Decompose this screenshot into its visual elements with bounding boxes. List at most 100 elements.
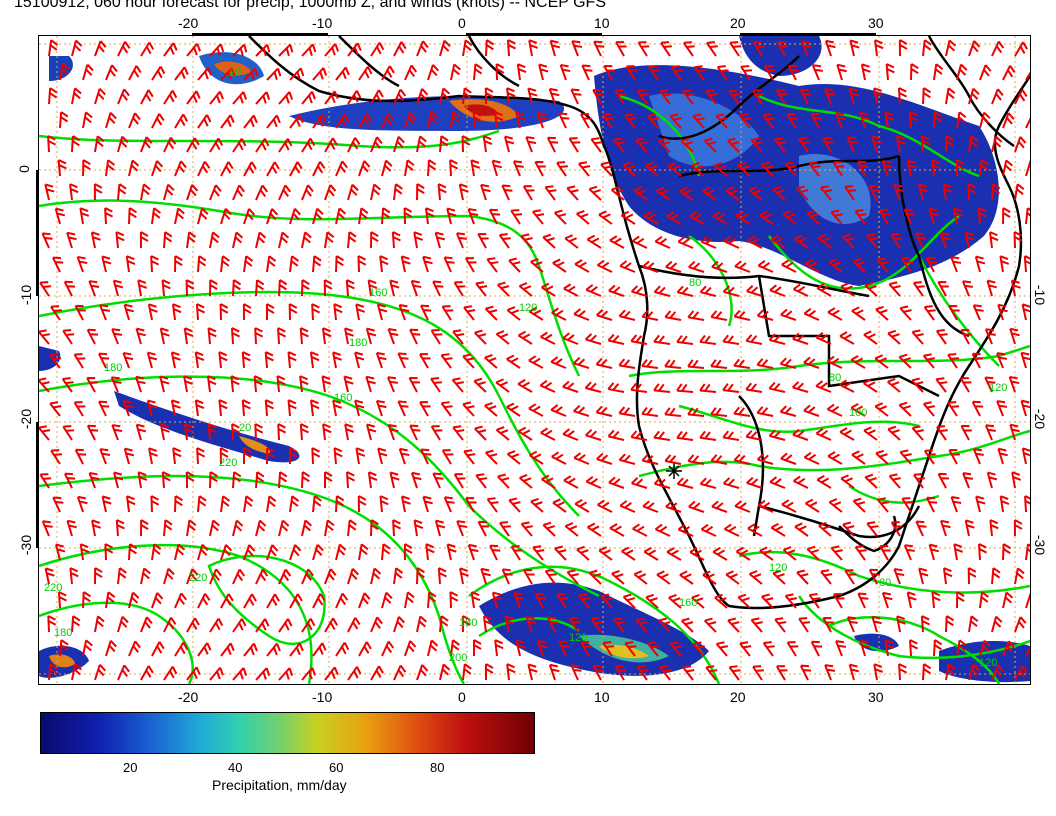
wind-barb (613, 617, 626, 633)
wind-barb (820, 185, 833, 201)
wind-barb (682, 665, 695, 681)
wind-barb (887, 329, 901, 345)
wind-barb (603, 64, 615, 81)
wind-barb (873, 87, 883, 105)
wind-barb (105, 111, 117, 129)
wind-barb (392, 519, 402, 537)
wind-barb (846, 136, 858, 153)
wind-barb (64, 472, 76, 489)
wind-barb (44, 183, 55, 201)
wind-barb (922, 401, 936, 417)
wind-barb (737, 593, 751, 609)
wind-barb (301, 471, 311, 489)
wind-barb (105, 591, 116, 609)
wind-barb (763, 65, 776, 81)
wind-barb (682, 89, 695, 105)
wind-barb (984, 328, 996, 345)
wind-barb (522, 185, 535, 201)
wind-barb (324, 90, 339, 105)
wind-barb (501, 184, 513, 201)
wind-barb (312, 593, 326, 609)
wind-barb (74, 304, 86, 321)
wind-barb (1014, 665, 1028, 681)
wind-barb (723, 235, 740, 249)
wind-barb (39, 425, 51, 441)
wind-barb (370, 519, 379, 537)
wind-barb (925, 256, 937, 273)
wind-barb (645, 161, 659, 177)
wind-barb (422, 495, 433, 513)
wind-barb (830, 209, 843, 225)
wind-barb (432, 472, 444, 489)
wind-barb (752, 665, 764, 681)
wind-barb (570, 664, 582, 681)
wind-barb (354, 399, 365, 417)
wind-barb (82, 591, 92, 609)
wind-barb (668, 593, 682, 609)
wind-barb (462, 87, 472, 105)
wind-barb (197, 495, 207, 513)
wind-barb (344, 327, 354, 345)
wind-barb (219, 303, 229, 321)
wind-barb (462, 401, 475, 417)
wind-barb (689, 211, 705, 225)
wind-barb (553, 209, 567, 225)
wind-barb (977, 207, 987, 225)
wind-barb (991, 135, 1003, 153)
wind-barb (209, 617, 224, 633)
wind-barb (552, 258, 567, 273)
wind-barb (1002, 640, 1015, 657)
wind-barb (71, 39, 83, 57)
wind-barb (140, 183, 151, 201)
wind-barb (446, 543, 457, 561)
wind-barb (409, 328, 421, 345)
wind-barb (826, 403, 843, 417)
wind-barb (347, 42, 362, 57)
wind-barb (57, 159, 67, 177)
wind-barb (209, 471, 218, 489)
wind-barb (105, 159, 116, 177)
wind-barb (485, 449, 498, 465)
wind-barb (552, 498, 567, 513)
wind-barb (439, 39, 451, 57)
contour-label: 100 (849, 407, 867, 419)
wind-barb (911, 377, 924, 393)
wind-barb (739, 113, 752, 129)
wind-barb (984, 424, 996, 441)
wind-barb (1020, 351, 1030, 369)
wind-barb (289, 67, 305, 81)
wind-barb (450, 111, 460, 129)
wind-barb (839, 427, 855, 441)
wind-barb (504, 615, 515, 633)
wind-barb (612, 137, 625, 153)
wind-barb (335, 255, 344, 273)
wind-barb (39, 281, 52, 297)
wind-barb (430, 425, 443, 441)
wind-barb (137, 471, 148, 489)
wind-barb (911, 329, 924, 345)
wind-barb (355, 303, 366, 321)
wind-barb (607, 429, 625, 441)
wind-barb (441, 449, 454, 465)
wind-barb (724, 523, 740, 537)
wind-barb (529, 450, 544, 465)
wind-barb (776, 40, 788, 57)
wind-barb (289, 208, 302, 225)
map-canvas: 20 160 180 180 160 120 20 220 220 200 18… (39, 36, 1030, 684)
contour-labels: 20 160 180 180 160 120 20 220 220 200 18… (44, 67, 1007, 669)
wind-barb (389, 471, 400, 489)
wind-barb (1014, 41, 1028, 57)
wind-barb (1014, 136, 1027, 153)
wind-barb (558, 640, 570, 657)
wind-barb (241, 399, 251, 417)
wind-barb (475, 281, 488, 297)
wind-barb (571, 40, 583, 57)
wind-barb (151, 592, 164, 609)
wind-barb (398, 447, 410, 465)
wind-barb (636, 665, 649, 681)
wind-barb (139, 231, 149, 249)
wind-barb (243, 114, 258, 129)
wind-barb (266, 161, 280, 177)
wind-barb (989, 519, 999, 537)
wind-barb (956, 591, 965, 609)
